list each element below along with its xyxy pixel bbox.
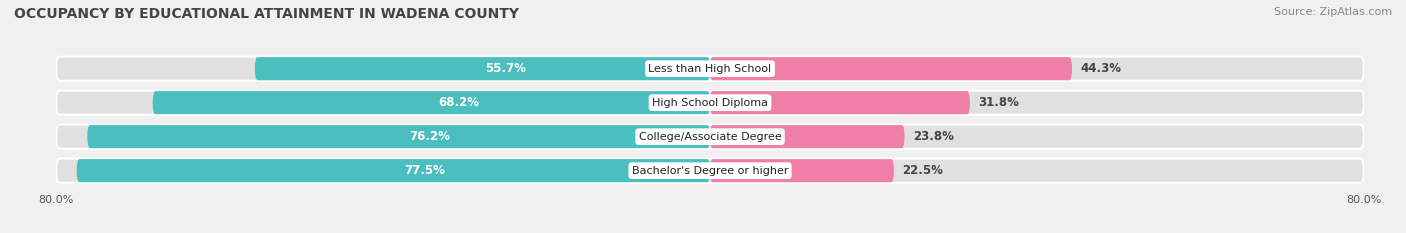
Text: Bachelor's Degree or higher: Bachelor's Degree or higher — [631, 166, 789, 176]
FancyBboxPatch shape — [87, 125, 710, 148]
FancyBboxPatch shape — [56, 91, 1364, 115]
FancyBboxPatch shape — [56, 125, 1364, 149]
Text: Less than High School: Less than High School — [648, 64, 772, 74]
Text: Source: ZipAtlas.com: Source: ZipAtlas.com — [1274, 7, 1392, 17]
Text: OCCUPANCY BY EDUCATIONAL ATTAINMENT IN WADENA COUNTY: OCCUPANCY BY EDUCATIONAL ATTAINMENT IN W… — [14, 7, 519, 21]
Text: 68.2%: 68.2% — [439, 96, 479, 109]
FancyBboxPatch shape — [153, 91, 710, 114]
FancyBboxPatch shape — [56, 57, 1364, 81]
FancyBboxPatch shape — [77, 159, 710, 182]
Text: College/Associate Degree: College/Associate Degree — [638, 132, 782, 142]
FancyBboxPatch shape — [56, 159, 1364, 183]
FancyBboxPatch shape — [710, 57, 1071, 80]
FancyBboxPatch shape — [710, 159, 894, 182]
FancyBboxPatch shape — [710, 91, 970, 114]
Text: 55.7%: 55.7% — [485, 62, 526, 75]
Text: 22.5%: 22.5% — [903, 164, 943, 177]
FancyBboxPatch shape — [710, 125, 904, 148]
Text: 76.2%: 76.2% — [409, 130, 450, 143]
FancyBboxPatch shape — [254, 57, 710, 80]
Text: 31.8%: 31.8% — [979, 96, 1019, 109]
Text: 44.3%: 44.3% — [1080, 62, 1121, 75]
Text: High School Diploma: High School Diploma — [652, 98, 768, 108]
Text: 23.8%: 23.8% — [912, 130, 953, 143]
Text: 77.5%: 77.5% — [405, 164, 446, 177]
